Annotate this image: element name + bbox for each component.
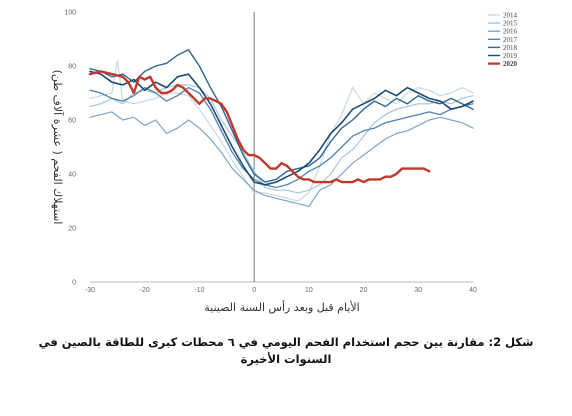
x-tick-label: -30 (85, 287, 95, 294)
legend-label-2015: 2015 (503, 20, 518, 28)
legend-label-2018: 2018 (503, 44, 518, 52)
axes: -30 -20 -10 0 10 20 30 40 0 20 40 60 80 100 (64, 10, 477, 295)
figure-caption: شكل 2: مقارنة بين حجم استخدام الفحم اليو… (38, 335, 534, 366)
legend-label-2016: 2016 (503, 28, 518, 36)
y-tick-label: 100 (64, 10, 76, 17)
y-axis-label: استهلاك الفحم ( عشرة آلاف طن) (51, 70, 65, 225)
x-tick-label: 30 (414, 287, 422, 294)
legend-label-2014: 2014 (503, 12, 518, 20)
x-axis-label: الأيام قبل وبعد رأس السنة الصينية (204, 300, 359, 314)
y-tick-label: 40 (68, 172, 76, 179)
y-tick-label: 20 (68, 226, 76, 233)
series-line-2015 (89, 84, 474, 194)
series-line-2014 (89, 60, 474, 202)
legend-label-2020: 2020 (503, 60, 518, 68)
y-tick-label: 80 (68, 64, 76, 71)
y-tick-label: 60 (68, 118, 76, 125)
legend-label-2019: 2019 (503, 52, 518, 60)
series-line-2016 (89, 111, 474, 207)
series-line-2017 (89, 86, 474, 189)
x-tick-label: 20 (360, 287, 368, 294)
x-tick-label: 0 (252, 287, 256, 294)
y-tick-label: 0 (72, 280, 76, 287)
x-tick-label: -20 (140, 287, 150, 294)
series-line-2018 (89, 49, 474, 183)
x-tick-label: 40 (469, 287, 477, 294)
series-line-2020 (88, 70, 431, 184)
x-tick-label: 10 (305, 287, 313, 294)
legend-label-2017: 2017 (503, 36, 518, 44)
x-tick-label: -10 (194, 287, 204, 294)
series-group (88, 49, 474, 207)
